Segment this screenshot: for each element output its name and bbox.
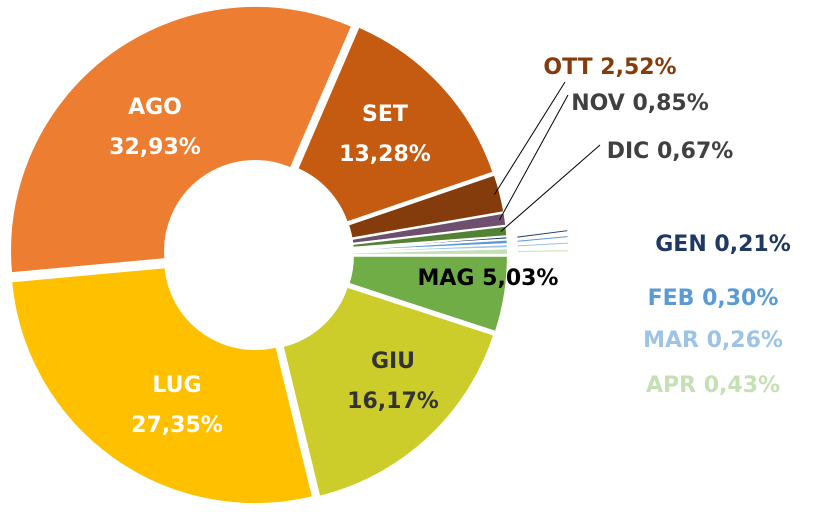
slice-value-label: 32,93% xyxy=(109,135,201,160)
slice-label: OTT 2,52% xyxy=(543,55,676,80)
slice-label: FEB 0,30% xyxy=(648,286,779,311)
donut-slice xyxy=(295,25,495,224)
slice-category-label: DIC xyxy=(607,139,650,164)
slice-category-label: OTT xyxy=(543,55,592,80)
slice-label: NOV 0,85% xyxy=(571,91,709,116)
slice-category-label: APR xyxy=(646,373,696,398)
slice-label: APR 0,43% xyxy=(646,373,780,398)
leader-line xyxy=(517,250,568,252)
slice-category-label: AGO xyxy=(128,95,182,120)
slice-value-label: 0,67% xyxy=(657,139,733,164)
slice-category-label: LUG xyxy=(152,373,201,398)
donut-slice xyxy=(9,4,354,275)
slice-category-label: SET xyxy=(362,102,408,127)
slice-value-label: 2,52% xyxy=(600,55,676,80)
slice-value-label: 0,30% xyxy=(702,286,778,311)
leader-line xyxy=(517,236,568,242)
slice-category-label: MAG xyxy=(418,266,475,291)
donut-slice xyxy=(281,285,496,498)
slice-value-label: 0,43% xyxy=(704,373,780,398)
slice-category-label: NOV xyxy=(571,91,625,116)
donut-slice xyxy=(10,266,315,506)
leader-line xyxy=(493,81,566,195)
leader-line xyxy=(500,144,601,232)
slice-category-label: GEN xyxy=(655,232,707,257)
slice-label: GEN 0,21% xyxy=(655,232,791,257)
slice-value-label: 5,03% xyxy=(482,266,558,291)
slice-value-label: 0,26% xyxy=(707,328,783,353)
slice-category-label: FEB xyxy=(648,286,695,311)
slice-value-label: 0,85% xyxy=(632,91,708,116)
leader-line xyxy=(499,94,569,221)
slice-category-label: MAR xyxy=(643,328,699,353)
slice-value-label: 0,21% xyxy=(714,232,790,257)
donut-slice xyxy=(347,254,509,334)
slice-label: MAR 0,26% xyxy=(643,328,783,353)
slice-label: MAG 5,03% xyxy=(418,266,559,291)
slice-category-label: GIU xyxy=(371,349,415,374)
donut-slice xyxy=(351,224,509,249)
slice-label: DIC 0,67% xyxy=(607,139,734,164)
leader-line xyxy=(517,230,568,238)
leader-line xyxy=(517,242,568,247)
slice-value-label: 13,28% xyxy=(339,142,431,167)
slice-value-label: 16,17% xyxy=(347,389,439,414)
slice-value-label: 27,35% xyxy=(131,413,223,438)
